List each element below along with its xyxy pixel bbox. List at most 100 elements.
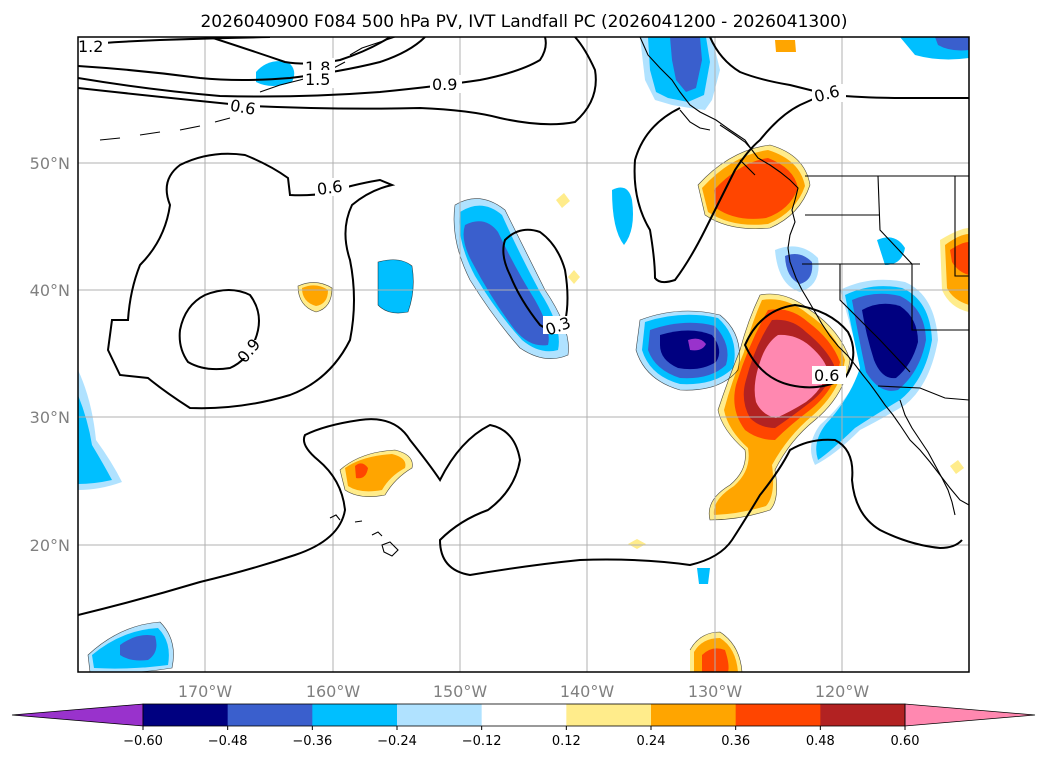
colorbar-tick-label: 0.36 bbox=[721, 734, 750, 749]
shade-neg-blob-purple bbox=[688, 338, 706, 351]
pv-contour-0.6-top bbox=[78, 37, 597, 126]
colorbar-segment bbox=[481, 704, 567, 726]
shade-neg-155w bbox=[378, 259, 414, 314]
colorbar-tick-label: 0.24 bbox=[637, 734, 666, 749]
ivt-shading bbox=[78, 37, 969, 672]
colorbar-over-triangle bbox=[904, 703, 1036, 727]
shade-neg-streak-inner bbox=[463, 221, 549, 346]
outline-streak bbox=[453, 198, 569, 360]
contour-label-1.2: 1.2 bbox=[78, 37, 103, 56]
coast-bc-islands bbox=[679, 109, 756, 176]
colorbar-tick-label: 0.60 bbox=[891, 734, 920, 749]
pv-contour-0.6-west bbox=[106, 152, 396, 410]
coast-baja bbox=[899, 399, 956, 516]
colorbar-segment bbox=[651, 704, 737, 726]
colorbar-tick-label: 0.12 bbox=[552, 734, 581, 749]
map-layers: 1.2 1.8 1.5 0.9 0.6 0.6 0.9 0.3 0.6 0.6 bbox=[78, 37, 969, 672]
pv-contour-1.5 bbox=[78, 37, 426, 81]
border-ca-nv bbox=[839, 264, 911, 373]
outline-bottom bbox=[689, 631, 743, 672]
pv-contour-0.9-top bbox=[78, 37, 547, 98]
colorbar-segment bbox=[820, 704, 906, 726]
pv-contour-0.6-big bbox=[633, 91, 831, 284]
contour-label-0.6-west: 0.6 bbox=[316, 177, 344, 199]
shade-neg-gb-navy bbox=[862, 303, 918, 379]
coast-hawaii-1 bbox=[329, 514, 399, 557]
colorbar-tick-label: −0.24 bbox=[377, 734, 417, 749]
lon-label-170w: 170°W bbox=[178, 682, 233, 701]
colorbar-tick-label: −0.48 bbox=[208, 734, 248, 749]
label-mask-8 bbox=[543, 316, 577, 334]
outline-160w bbox=[297, 282, 333, 313]
contour-label-0.6-alaska: 0.6 bbox=[229, 96, 257, 119]
figure-title: 2026040900 F084 500 hPa PV, IVT Landfall… bbox=[200, 12, 847, 32]
lon-label-150w: 150°W bbox=[433, 682, 488, 701]
coastlines bbox=[99, 37, 969, 557]
label-mask-9 bbox=[812, 84, 846, 102]
shade-pos-top-small bbox=[775, 40, 796, 52]
map-frame bbox=[77, 36, 970, 673]
shade-pos-pnw-inner bbox=[714, 158, 798, 219]
shade-neg-blob-navy bbox=[660, 330, 720, 370]
lon-label-140w: 140°W bbox=[560, 682, 615, 701]
border-nv-ut bbox=[911, 264, 969, 331]
outline-bl bbox=[87, 621, 174, 672]
colorbar-segment bbox=[735, 704, 821, 726]
lat-axis-labels: 50°N 40°N 30°N 20°N bbox=[30, 154, 70, 555]
label-mask-7 bbox=[234, 340, 268, 358]
shade-neg-blip bbox=[697, 568, 710, 584]
shading-outlines bbox=[87, 144, 851, 672]
colorbar-frame bbox=[142, 703, 906, 727]
shade-neg-bc-inner bbox=[670, 37, 702, 92]
pv-contour-0.6-cal bbox=[743, 303, 855, 389]
lon-label-120w: 120°W bbox=[815, 682, 870, 701]
shade-pos-re-small bbox=[950, 460, 964, 474]
colorbar-segments bbox=[143, 704, 906, 726]
outline-hi bbox=[339, 449, 413, 497]
contour-label-1.5: 1.5 bbox=[305, 70, 330, 89]
lat-label-20n: 20°N bbox=[30, 536, 70, 555]
shade-pos-hi-mid bbox=[345, 454, 406, 492]
shade-neg-bl-inner bbox=[120, 635, 157, 661]
coast-aleutians bbox=[99, 107, 259, 141]
colorbar-segment bbox=[566, 704, 652, 726]
contour-label-0.6-cal: 0.6 bbox=[814, 366, 839, 385]
colorbar-tick-label: 0.48 bbox=[806, 734, 835, 749]
shade-pos-hi-red bbox=[355, 463, 368, 479]
colorbar: −0.60 −0.48 −0.36 −0.24 −0.12 0.12 0.24 0.36 0.4… bbox=[11, 703, 1036, 749]
label-mask-1 bbox=[78, 37, 108, 54]
colorbar-segment bbox=[143, 704, 229, 726]
label-mask-3 bbox=[303, 70, 335, 88]
colorbar-segment bbox=[312, 704, 398, 726]
label-mask-4 bbox=[430, 75, 462, 93]
shade-neg-fr bbox=[877, 237, 905, 265]
shade-pos-cal-pink bbox=[754, 334, 828, 418]
contour-label-0.9-top: 0.9 bbox=[432, 75, 457, 94]
shade-neg-or-inner bbox=[785, 254, 813, 284]
lat-label-40n: 40°N bbox=[30, 281, 70, 300]
lon-label-160w: 160°W bbox=[306, 682, 361, 701]
shade-neg-tr-inner bbox=[935, 37, 969, 51]
shade-pos-dot3 bbox=[628, 539, 646, 549]
outline-cal bbox=[708, 293, 851, 521]
colorbar-tick-label: −0.12 bbox=[462, 734, 502, 749]
shade-neg-140w bbox=[612, 187, 633, 245]
label-mask-6 bbox=[315, 178, 349, 196]
shade-pos-dot2 bbox=[568, 270, 580, 284]
colorbar-under-triangle bbox=[11, 703, 144, 727]
colorbar-ticks: −0.60 −0.48 −0.36 −0.24 −0.12 0.12 0.24 0.36 0.4… bbox=[123, 726, 919, 749]
colorbar-tick-label: −0.36 bbox=[292, 734, 332, 749]
shade-pos-dot1 bbox=[556, 193, 570, 208]
lon-axis-labels: 170°W 160°W 150°W 140°W 130°W 120°W bbox=[178, 682, 870, 701]
shade-pos-160w-inner bbox=[302, 285, 328, 306]
colorbar-segment bbox=[397, 704, 483, 726]
contour-labels: 1.2 1.8 1.5 0.9 0.6 0.6 0.9 0.3 0.6 0.6 bbox=[78, 37, 846, 385]
shade-neg-leftedge-inner bbox=[78, 395, 112, 484]
label-mask-5 bbox=[228, 98, 260, 116]
label-mask-10 bbox=[812, 366, 846, 384]
gridlines bbox=[78, 37, 969, 672]
outline-155w bbox=[377, 259, 414, 314]
border-id bbox=[877, 175, 913, 265]
outline-pnw bbox=[697, 144, 811, 230]
